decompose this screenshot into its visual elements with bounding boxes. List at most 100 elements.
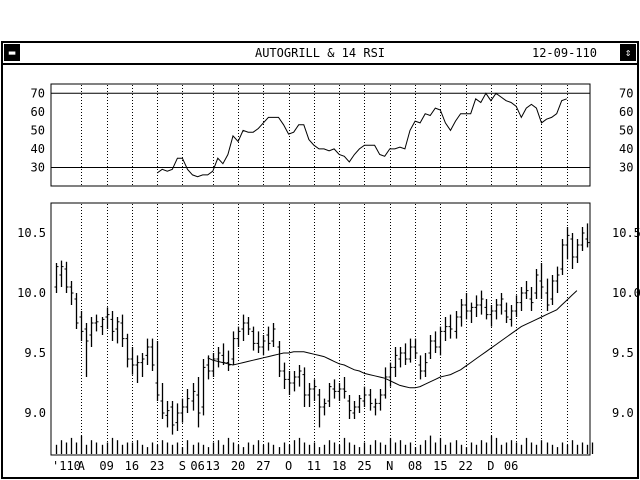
- gridlines: [51, 85, 590, 454]
- ohlc-bar: [317, 389, 322, 428]
- ohlc-bar: [575, 239, 580, 263]
- ohlc-bar: [479, 290, 484, 315]
- ohlc-bar: [175, 403, 180, 431]
- rsi-line: [156, 92, 567, 178]
- up-down-arrows-icon[interactable]: ⇕: [620, 44, 636, 61]
- ohlc-bar: [378, 389, 383, 411]
- ohlc-bar: [287, 371, 292, 395]
- x-tick-label: D: [487, 459, 494, 473]
- ohlc-bar: [216, 347, 221, 368]
- price-y-tick-right: 10.0: [612, 286, 640, 300]
- x-tick-label: A: [78, 459, 86, 473]
- x-tick-label: 25: [357, 459, 371, 473]
- ohlc-bar: [251, 326, 256, 351]
- date-label: 12-09-110: [531, 46, 597, 60]
- ohlc-bar: [545, 278, 550, 311]
- ohlc-bar: [464, 293, 469, 320]
- ohlc-bar: [362, 386, 367, 407]
- ohlc-bar: [570, 233, 575, 269]
- ohlc-bar: [428, 335, 433, 359]
- ohlc-bar: [499, 293, 504, 315]
- ohlc-bar: [105, 307, 110, 329]
- ohlc-bar: [550, 275, 555, 305]
- ohlc-bar: [155, 341, 160, 401]
- ohlc-bar: [196, 377, 201, 428]
- ohlc-bar: [231, 331, 236, 365]
- ohlc-bar: [74, 293, 79, 329]
- rsi-y-tick-left: 50: [31, 123, 45, 137]
- ohlc-bar: [160, 383, 165, 419]
- ohlc-bar: [185, 389, 190, 413]
- ohlc-bar: [312, 379, 317, 401]
- ohlc-bar: [509, 305, 514, 327]
- ohlc-bar: [110, 311, 115, 341]
- ohlc-bar: [221, 343, 226, 365]
- x-tick-label: '110: [52, 459, 81, 473]
- ohlc-bar: [201, 359, 206, 416]
- rsi-series: [156, 92, 567, 178]
- ohlc-bar: [383, 367, 388, 399]
- ohlc-bar: [130, 347, 135, 375]
- ohlc-bar: [140, 353, 145, 377]
- title-bar: ▬ AUTOGRILL & 14 RSI 12-09-110 ⇕: [3, 43, 637, 65]
- rsi-y-tick-left: 60: [31, 105, 45, 119]
- ohlc-bar: [180, 398, 185, 423]
- ohlc-bar: [504, 302, 509, 323]
- ohlc-bar: [489, 305, 494, 327]
- ohlc-bar: [459, 299, 464, 327]
- ohlc-bar: [388, 362, 393, 387]
- axis-labels: 70 70 60 60 50 50 40 40 30 30 10.5 10.5 10.0 10.0 9.5 9…: [17, 86, 640, 473]
- x-tick-label: N: [386, 459, 393, 473]
- ohlc-bar: [403, 343, 408, 365]
- ohlc-bar: [565, 227, 570, 260]
- ohlc-bar: [438, 326, 443, 356]
- ohlc-bar: [443, 317, 448, 341]
- ohlc-bar: [352, 401, 357, 419]
- ohlc-bar: [236, 326, 241, 347]
- price-y-tick-right: 9.0: [612, 406, 634, 420]
- ohlc-bar: [474, 295, 479, 317]
- ohlc-bar: [368, 389, 373, 411]
- rsi-y-tick-right: 50: [619, 123, 633, 137]
- x-tick-label: 18: [332, 459, 346, 473]
- ohlc-bar: [534, 269, 539, 299]
- ohlc-bar: [347, 395, 352, 419]
- ohlc-bar: [423, 353, 428, 377]
- price-y-tick-right: 9.5: [612, 346, 634, 360]
- rsi-y-tick-right: 40: [619, 142, 633, 156]
- chart-title: AUTOGRILL & 14 RSI: [254, 46, 386, 60]
- ohlc-bar: [79, 311, 84, 341]
- ohlc-bar: [125, 333, 130, 368]
- ohlc-bar: [89, 317, 94, 347]
- ohlc-bar: [292, 371, 297, 392]
- ohlc-bar: [297, 365, 302, 387]
- ohlc-bar: [256, 331, 261, 353]
- rsi-y-tick-right: 70: [619, 86, 633, 100]
- ohlc-bar: [519, 287, 524, 311]
- ohlc-bar: [165, 401, 170, 428]
- ohlc-bar: [555, 266, 560, 293]
- ohlc-bar: [69, 281, 74, 305]
- ohlc-bar: [100, 317, 105, 335]
- rsi-panel-frame: [50, 83, 591, 187]
- x-tick-label: 11: [307, 459, 321, 473]
- ohlc-bar: [322, 398, 327, 416]
- ohlc-bar: [84, 323, 89, 377]
- ohlc-bar: [454, 311, 459, 339]
- x-tick-label: 09: [99, 459, 113, 473]
- ohlc-bar: [226, 350, 231, 371]
- x-tick-label: 15: [433, 459, 447, 473]
- x-tick-label: 13: [206, 459, 220, 473]
- price-y-tick-left: 9.5: [24, 346, 46, 360]
- minus-bar-icon[interactable]: ▬: [4, 44, 20, 61]
- ohlc-bar: [327, 383, 332, 407]
- ohlc-bar: [94, 314, 99, 332]
- ohlc-bar: [145, 338, 150, 365]
- ohlc-bar: [150, 338, 155, 371]
- ohlc-bar: [393, 347, 398, 377]
- ohlc-bar: [206, 355, 211, 380]
- ohlc-bar: [585, 223, 590, 248]
- price-panel-frame: [50, 202, 591, 456]
- price-series: [54, 223, 590, 435]
- x-tick-label: 27: [256, 459, 270, 473]
